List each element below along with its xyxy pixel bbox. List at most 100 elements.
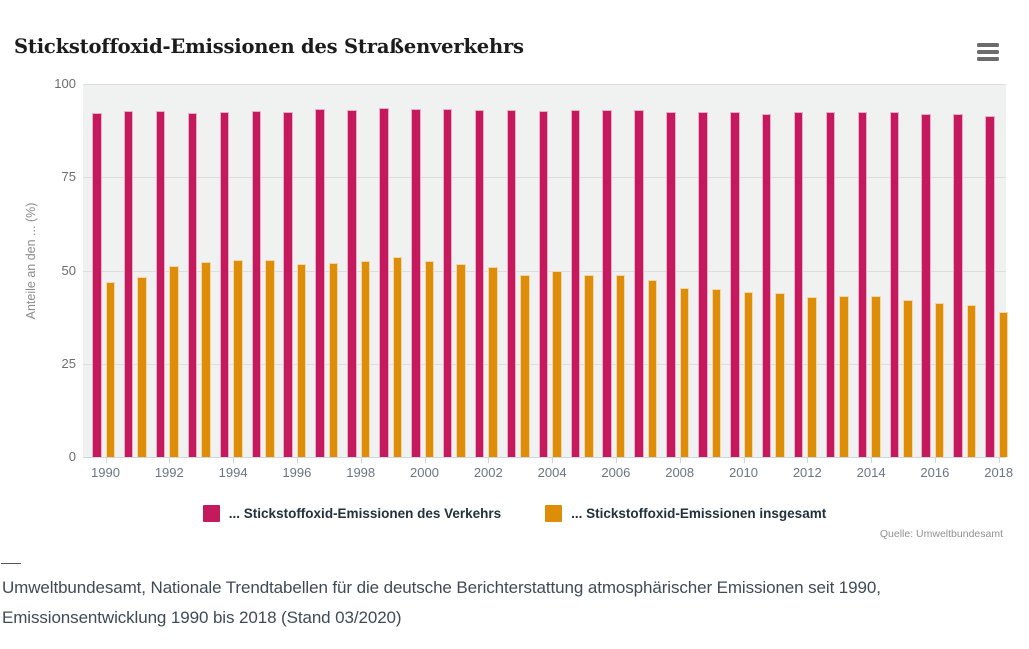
bar-group-2003	[506, 84, 530, 457]
bar-verkehr-1995[interactable]	[251, 110, 261, 457]
x-axis-ticks	[83, 458, 1006, 464]
bar-group-2000	[411, 84, 434, 457]
bar-insgesamt-2007[interactable]	[647, 279, 658, 457]
bar-insgesamt-2005[interactable]	[584, 274, 594, 457]
x-tick-label: 2014	[856, 465, 886, 480]
x-tick	[679, 458, 681, 463]
legend-item-insgesamt[interactable]: ... Stickstoffoxid-Emissionen insgesamt	[545, 505, 826, 522]
bar-insgesamt-1997[interactable]	[328, 263, 339, 457]
bar-insgesamt-2008[interactable]	[679, 288, 690, 457]
x-tick	[934, 458, 936, 463]
bar-insgesamt-2014[interactable]	[871, 295, 881, 457]
bar-insgesamt-2006[interactable]	[615, 274, 626, 457]
x-tick-label: 2004	[537, 465, 567, 480]
footer-divider	[1, 563, 21, 564]
hamburger-icon	[977, 50, 999, 54]
bar-group-1992	[155, 84, 179, 457]
bar-insgesamt-2015[interactable]	[903, 299, 913, 457]
bar-group-1997	[315, 84, 339, 457]
x-tick-label: 1996	[282, 465, 312, 480]
bar-verkehr-1998[interactable]	[347, 110, 357, 457]
x-tick-label: 2018	[984, 465, 1014, 480]
bar-insgesamt-1990[interactable]	[105, 282, 115, 457]
bar-insgesamt-2004[interactable]	[552, 270, 562, 457]
bar-verkehr-1997[interactable]	[315, 109, 325, 457]
bar-verkehr-2005[interactable]	[570, 110, 580, 457]
bar-verkehr-2003[interactable]	[506, 110, 517, 457]
bar-verkehr-1991[interactable]	[123, 111, 134, 457]
bar-group-2008	[666, 84, 690, 457]
bar-verkehr-2001[interactable]	[442, 109, 453, 457]
bar-verkehr-2007[interactable]	[634, 110, 644, 457]
bar-insgesamt-1992[interactable]	[169, 266, 179, 457]
bar-insgesamt-2010[interactable]	[743, 291, 753, 457]
bar-insgesamt-1996[interactable]	[296, 263, 307, 457]
bar-group-2018	[985, 84, 1009, 457]
bar-verkehr-1990[interactable]	[92, 113, 102, 457]
x-tick	[488, 458, 490, 463]
bar-insgesamt-2016[interactable]	[934, 303, 945, 457]
bar-group-2005	[570, 84, 594, 457]
bar-group-2002	[474, 84, 498, 457]
chart-title: Stickstoffoxid-Emissionen des Straßenver…	[14, 35, 524, 58]
bar-group-1991	[123, 84, 147, 457]
bar-insgesamt-2009[interactable]	[711, 289, 722, 457]
hamburger-icon	[977, 57, 999, 61]
chart-menu-button[interactable]	[977, 43, 999, 63]
bar-verkehr-1993[interactable]	[187, 113, 198, 457]
bar-verkehr-2002[interactable]	[474, 109, 485, 457]
bar-verkehr-2016[interactable]	[921, 114, 931, 457]
bar-verkehr-1994[interactable]	[219, 112, 230, 457]
bar-verkehr-2006[interactable]	[602, 110, 612, 457]
bar-insgesamt-1994[interactable]	[233, 260, 243, 457]
bar-insgesamt-2011[interactable]	[775, 293, 785, 457]
legend: ... Stickstoffoxid-Emissionen des Verkeh…	[0, 505, 1029, 522]
bar-verkehr-2011[interactable]	[761, 113, 772, 457]
bar-verkehr-1992[interactable]	[155, 110, 166, 457]
bar-verkehr-2009[interactable]	[698, 112, 708, 457]
y-tick-label: 100	[54, 76, 76, 91]
bar-insgesamt-2001[interactable]	[456, 264, 466, 457]
x-tick-label: 2008	[665, 465, 695, 480]
bar-verkehr-2012[interactable]	[793, 111, 804, 457]
y-tick-label: 25	[61, 355, 76, 371]
bar-verkehr-2014[interactable]	[857, 111, 868, 457]
bar-group-2009	[698, 84, 722, 457]
bar-insgesamt-2017[interactable]	[966, 305, 977, 457]
bar-insgesamt-1991[interactable]	[137, 276, 147, 457]
bar-verkehr-2017[interactable]	[953, 113, 963, 457]
bar-verkehr-2013[interactable]	[825, 111, 836, 457]
bar-insgesamt-2000[interactable]	[424, 260, 434, 457]
bar-verkehr-2010[interactable]	[730, 112, 740, 457]
bar-verkehr-2000[interactable]	[411, 109, 421, 457]
bar-verkehr-2004[interactable]	[538, 111, 549, 457]
bar-insgesamt-2013[interactable]	[839, 296, 849, 457]
x-tick-label: 2012	[792, 465, 822, 480]
bar-verkehr-1996[interactable]	[283, 111, 293, 457]
bar-insgesamt-1993[interactable]	[201, 261, 211, 457]
hamburger-icon	[977, 43, 999, 47]
bar-verkehr-2015[interactable]	[889, 111, 899, 457]
y-tick-label: 75	[61, 169, 76, 185]
bar-group-1999	[379, 84, 403, 457]
bar-verkehr-2018[interactable]	[985, 116, 995, 457]
bar-insgesamt-1995[interactable]	[265, 259, 275, 457]
bar-insgesamt-1999[interactable]	[392, 256, 403, 457]
bar-insgesamt-2018[interactable]	[998, 311, 1009, 457]
x-tick-label: 1994	[218, 465, 248, 480]
bar-insgesamt-2002[interactable]	[488, 267, 498, 457]
bar-insgesamt-2003[interactable]	[520, 274, 530, 457]
bar-insgesamt-2012[interactable]	[807, 296, 817, 457]
legend-item-verkehr[interactable]: ... Stickstoffoxid-Emissionen des Verkeh…	[202, 505, 501, 522]
x-tick	[743, 458, 745, 463]
legend-label-insgesamt: ... Stickstoffoxid-Emissionen insgesamt	[571, 506, 827, 521]
x-tick	[233, 458, 235, 463]
legend-swatch-verkehr-icon	[202, 505, 220, 522]
source-note: Quelle: Umweltbundesamt	[879, 528, 1003, 540]
bar-verkehr-1999[interactable]	[379, 107, 389, 457]
bar-insgesamt-1998[interactable]	[360, 261, 371, 457]
bar-verkehr-2008[interactable]	[666, 112, 676, 457]
bar-group-2014	[857, 84, 881, 457]
bar-group-2011	[761, 84, 785, 457]
